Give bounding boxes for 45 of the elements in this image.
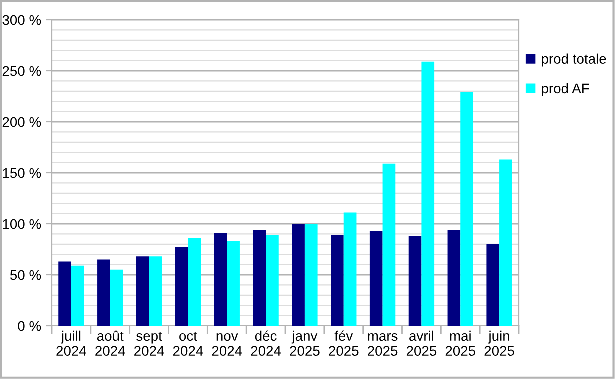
- legend-label: prod totale: [542, 54, 606, 67]
- y-tick-label: 300 %: [2, 15, 42, 26]
- y-tick-label: 0 %: [18, 321, 42, 332]
- y-tick-label: 250 %: [2, 66, 42, 76]
- x-tick-label: mai 2025: [446, 330, 476, 356]
- x-tick-label: sept 2024: [134, 332, 164, 356]
- bar: [175, 247, 188, 326]
- x-tick-label: fév 2025: [329, 330, 359, 356]
- bar: [214, 233, 228, 326]
- y-tick-label: 100 %: [3, 219, 42, 230]
- bar: [370, 231, 383, 326]
- bar: [422, 62, 435, 326]
- x-tick-label: déc 2024: [251, 330, 282, 356]
- bar: [58, 262, 72, 326]
- x-tick-label: nov 2024: [212, 333, 242, 356]
- x-tick-label: avril 2025: [406, 330, 437, 356]
- bar: [408, 236, 422, 326]
- bar: [253, 230, 266, 326]
- bar: [110, 270, 124, 326]
- bar: [98, 260, 110, 326]
- bar: [71, 266, 84, 326]
- y-tick-label: 150 %: [3, 168, 42, 178]
- x-tick-label: mars 2025: [368, 333, 398, 356]
- bar: [188, 238, 202, 326]
- bar: [136, 256, 150, 326]
- bar: [382, 164, 396, 326]
- bar: [344, 212, 357, 326]
- bar: [486, 244, 500, 326]
- bar: [266, 235, 279, 326]
- bar: [500, 160, 512, 326]
- bar: [460, 92, 474, 326]
- y-tick-label: 200 %: [2, 117, 42, 128]
- y-tick-label: 50 %: [10, 270, 42, 280]
- x-tick-label: août 2024: [96, 330, 126, 356]
- bar: [227, 241, 240, 326]
- bar: [149, 256, 162, 326]
- bar: [448, 230, 461, 326]
- x-tick-label: juill 2024: [56, 330, 86, 356]
- x-tick-label: janv 2025: [290, 330, 320, 356]
- legend-label: prod AF: [542, 83, 590, 96]
- x-tick-label: juin 2025: [484, 330, 514, 356]
- bar: [331, 235, 344, 326]
- bar: [292, 224, 305, 326]
- x-tick-label: oct 2024: [173, 332, 204, 356]
- bar: [304, 224, 318, 326]
